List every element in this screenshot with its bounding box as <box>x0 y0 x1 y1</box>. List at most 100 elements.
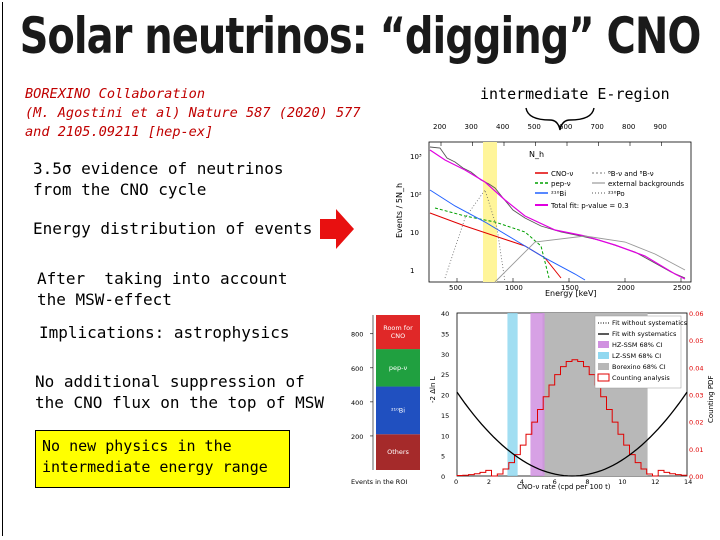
right-arrow-icon <box>320 209 354 249</box>
legend-swatch-lz <box>598 352 609 359</box>
spectrum-xlabel: Energy [keV] <box>545 289 597 298</box>
bar-segment-2 <box>376 349 420 387</box>
likelihood-y2label: Counting PDF <box>707 376 715 423</box>
events-bar-chart: 200 400 600 800 Others ²¹⁰Bi pep-ν Room forCNO… <box>351 315 420 486</box>
likelihood-x-tick: 6 <box>553 478 557 486</box>
spectrum-top-tick: 500 <box>528 123 541 131</box>
spectrum-external <box>494 235 686 283</box>
conclusion-line-1: No new physics in the <box>42 437 232 455</box>
bar-segment-0 <box>376 434 420 470</box>
likelihood-x-tick: 4 <box>520 478 524 486</box>
spectrum-y-tick: 10³ <box>410 153 422 161</box>
bar-label-2: pep-ν <box>389 364 408 372</box>
likelihood-y-tick: 40 <box>441 310 449 318</box>
likelihood-legend-counting: Counting analysis <box>612 374 670 382</box>
bar-y-tick: 200 <box>351 433 363 441</box>
spectrum-cno <box>429 212 562 279</box>
suppression-line-1: No additional suppression of <box>35 372 305 391</box>
spectrum-y-tick: 10 <box>410 229 419 237</box>
spectrum-top-tick: 900 <box>654 123 667 131</box>
spectrum-nh-label: N_h <box>529 150 544 159</box>
spectrum-pep <box>434 207 550 279</box>
spectrum-x-tick: 2000 <box>617 284 635 292</box>
msw-line-1: After taking into account <box>37 269 288 288</box>
conclusion-box: No new physics in the intermediate energ… <box>35 430 290 488</box>
likelihood-y2-tick: 0.01 <box>689 446 703 454</box>
likelihood-y-tick: 5 <box>441 453 445 461</box>
spectrum-legend-ext: external backgrounds <box>608 180 684 188</box>
likelihood-legend-lz: LZ-SSM 68% CI <box>612 352 661 360</box>
legend-swatch-counting <box>597 373 610 382</box>
energy-distribution-label: Energy distribution of events <box>33 219 313 238</box>
spectrum-legend-bi: ²¹⁰Bi <box>551 190 566 198</box>
likelihood-legend-nosys: Fit without systematics <box>612 319 688 327</box>
spectrum-legend-pep: pep-ν <box>551 180 571 188</box>
spectrum-highlight <box>483 142 497 282</box>
spectrum-legend-total: Total fit: p-value = 0.3 <box>550 202 629 210</box>
bar-ylabel: Events in the ROI <box>351 478 407 486</box>
evidence-text: 3.5σ evidence of neutrinos from the CNO … <box>33 158 283 200</box>
spectrum-legend-cno: CNO-ν <box>551 170 573 178</box>
spectrum-x-tick: 500 <box>449 284 462 292</box>
bar-label-1: ²¹⁰Bi <box>391 406 405 414</box>
bar-segment-1 <box>376 386 420 435</box>
reference-line-1: BOREXINO Collaboration <box>25 86 206 102</box>
likelihood-y-tick: 0 <box>441 473 445 481</box>
likelihood-y-tick: 10 <box>441 432 449 440</box>
likelihood-x-tick: 14 <box>684 478 692 486</box>
likelihood-y2-tick: 0.02 <box>689 419 703 427</box>
bar-y-tick: 400 <box>351 399 363 407</box>
likelihood-y-tick: 15 <box>441 412 449 420</box>
likelihood-x-tick: 12 <box>651 478 659 486</box>
likelihood-y-tick: 25 <box>441 371 449 379</box>
counting-histogram <box>456 359 688 477</box>
likelihood-ylabel: -2 Δln L <box>429 376 437 403</box>
bar-label-0: Others <box>387 448 409 456</box>
likelihood-y2-tick: 0.00 <box>689 473 703 481</box>
evidence-line-2: from the CNO cycle <box>33 180 207 199</box>
likelihood-x-tick: 2 <box>487 478 491 486</box>
spectrum-legend-po: ²¹⁰Po <box>608 190 625 198</box>
bar-y-tick: 600 <box>351 365 363 373</box>
likelihood-y-tick: 35 <box>441 330 449 338</box>
lz-ssm-band <box>507 313 518 476</box>
likelihood-legend-hz: HZ-SSM 68% CI <box>612 341 663 349</box>
spectrum-top-tick: 200 <box>433 123 446 131</box>
hz-ssm-band <box>530 313 545 476</box>
likelihood-y-tick: 20 <box>441 392 449 400</box>
likelihood-y2-tick: 0.05 <box>689 337 703 345</box>
legend-swatch-hz <box>598 341 609 348</box>
likelihood-x-tick: 8 <box>585 478 589 486</box>
conclusion-line-2: intermediate energy range <box>42 458 268 476</box>
msw-text: After taking into account the MSW-effect <box>37 268 287 310</box>
spectrum-ylabel: Events / 5N_h <box>395 183 404 238</box>
intermediate-region-label: intermediate E-region <box>480 85 670 103</box>
reference-line-3: and 2105.09211 [hep-ex] <box>25 124 214 140</box>
likelihood-fit-curve <box>456 391 688 477</box>
spectrum-chart: Events / 5N_h 200 300 400 500 600 700 800 900 5… <box>395 123 692 298</box>
spectrum-top-tick: 400 <box>496 123 509 131</box>
spectrum-y-tick: 10² <box>410 191 422 199</box>
spectrum-total-fit <box>429 149 686 280</box>
likelihood-y2-tick: 0.04 <box>689 364 703 372</box>
evidence-line-1: 3.5σ evidence of neutrinos <box>33 159 284 178</box>
spectrum-top-tick: 300 <box>465 123 478 131</box>
spectrum-po210 <box>444 189 506 283</box>
spectrum-top-tick: 800 <box>622 123 635 131</box>
likelihood-y2-tick: 0.06 <box>689 310 703 318</box>
legend-swatch-bx <box>598 363 609 370</box>
bar-label-3: Room for <box>383 324 413 332</box>
spectrum-x-tick: 2500 <box>673 284 691 292</box>
spectrum-top-tick: 700 <box>591 123 604 131</box>
suppression-line-2: the CNO flux on the top of MSW <box>35 393 324 412</box>
spectrum-bi210 <box>429 189 586 281</box>
spectrum-x-tick: 1500 <box>561 284 579 292</box>
likelihood-chart: -2 Δln L Counting PDF 0 2 4 6 8 10 12 14 0 5 10 15… <box>429 310 715 491</box>
slide-title: Solar neutrinos: “digging” CNO <box>19 8 702 66</box>
likelihood-x-tick: 0 <box>454 478 458 486</box>
likelihood-y-tick: 30 <box>441 351 449 359</box>
suppression-text: No additional suppression of the CNO flu… <box>35 371 324 413</box>
spectrum-legend-b8: ⁸B-ν and ⁸B-ν <box>608 170 654 178</box>
msw-line-2: the MSW-effect <box>37 290 172 309</box>
likelihood-y2-tick: 0.03 <box>689 392 703 400</box>
